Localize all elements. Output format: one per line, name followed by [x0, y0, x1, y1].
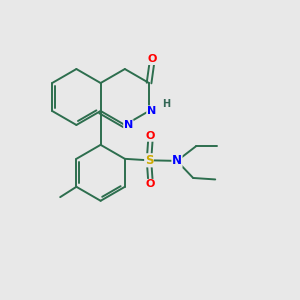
Text: S: S — [145, 154, 153, 167]
Text: O: O — [147, 55, 157, 64]
Text: O: O — [146, 131, 155, 141]
Text: N: N — [147, 106, 156, 116]
Text: N: N — [172, 154, 182, 167]
Text: O: O — [146, 179, 155, 190]
Text: H: H — [162, 100, 170, 110]
Text: N: N — [124, 120, 133, 130]
